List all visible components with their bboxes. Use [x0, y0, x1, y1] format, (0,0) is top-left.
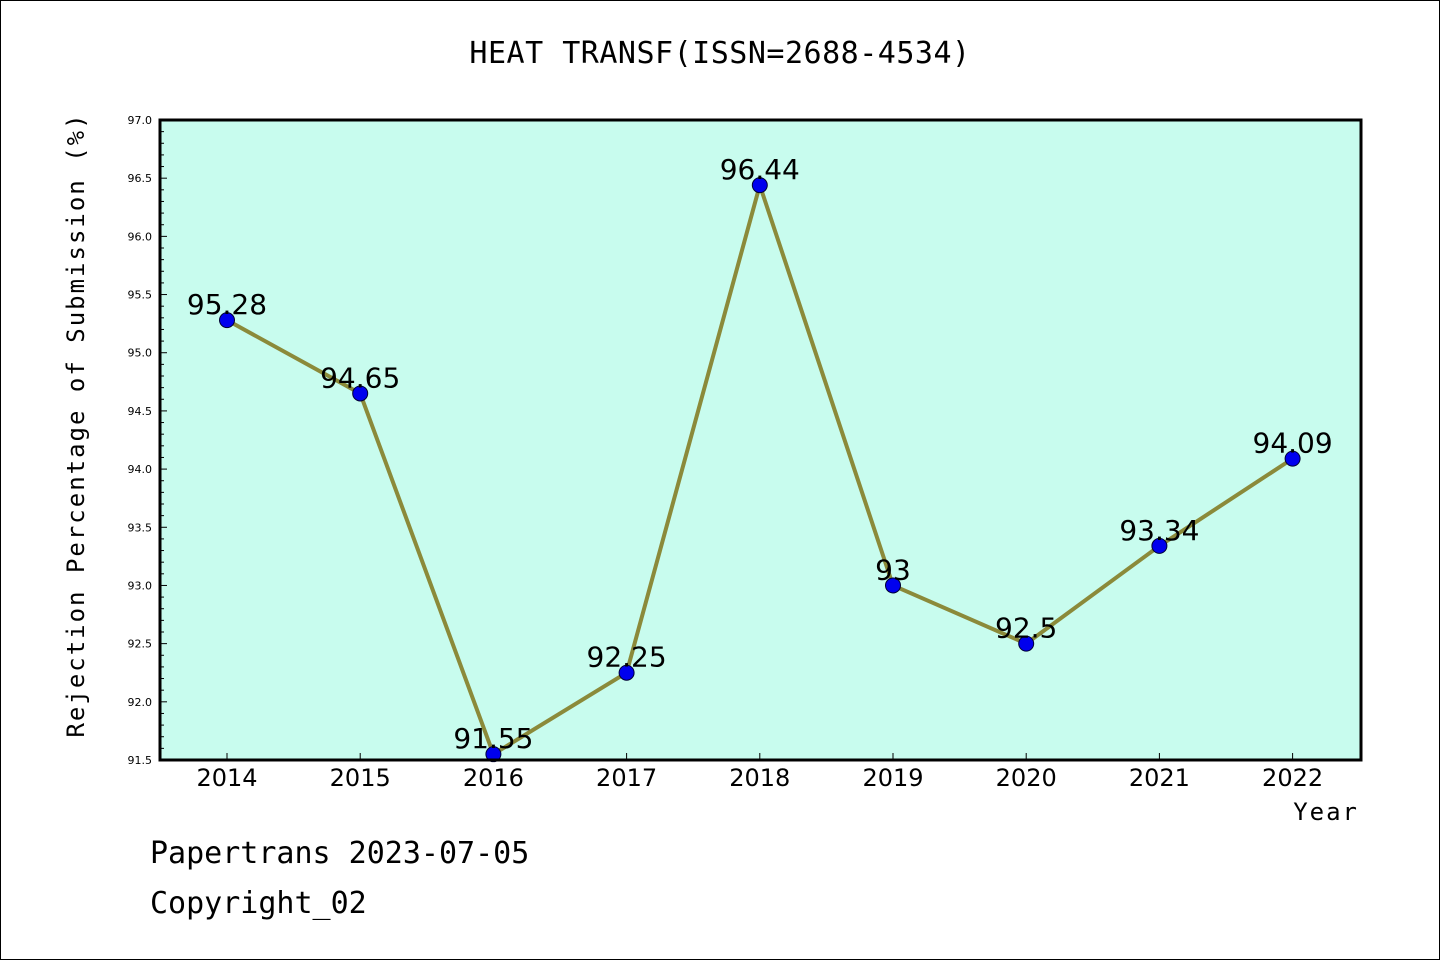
- data-point: [751, 177, 768, 194]
- x-axis-label: Year: [1293, 798, 1359, 826]
- data-point: [485, 746, 502, 763]
- x-tick-label: 2016: [463, 764, 524, 792]
- x-tick-label: 2020: [996, 764, 1057, 792]
- data-point: [885, 577, 901, 594]
- y-tick-label: 96.5: [128, 172, 153, 185]
- y-tick-label: 92.5: [128, 638, 153, 651]
- data-label: 94.65: [320, 361, 400, 394]
- y-tick-label: 92.0: [128, 696, 153, 709]
- x-axis-ticks: 2014 2015 2016 2017 2018 2019 2020 2021 2022: [196, 753, 1323, 792]
- x-tick-label: 2014: [196, 764, 257, 792]
- y-tick-label: 97.0: [128, 114, 153, 127]
- y-tick-label: 95.5: [128, 289, 153, 302]
- x-tick-label: 2021: [1129, 764, 1190, 792]
- data-label: 91.55: [453, 722, 533, 755]
- x-tick-label: 2015: [330, 764, 391, 792]
- data-point: [352, 385, 369, 402]
- y-axis-label: Rejection Percentage of Submission (%): [62, 112, 90, 737]
- y-tick-label: 93.0: [128, 579, 153, 592]
- data-label: 92.25: [587, 641, 667, 674]
- data-label: 94.09: [1253, 427, 1333, 460]
- series-group: 95.28 94.65 91.55 92.25 96.44 93 92.5 93.34 94.0…: [187, 153, 1333, 763]
- x-tick-label: 2018: [729, 764, 790, 792]
- plot-area: [160, 120, 1361, 760]
- x-tick-label: 2019: [862, 764, 923, 792]
- data-label: 93: [875, 553, 911, 586]
- y-tick-label: 95.0: [128, 347, 153, 360]
- data-label: 95.28: [187, 288, 267, 321]
- footer-date: Papertrans 2023-07-05: [150, 836, 530, 871]
- data-label: 92.5: [995, 612, 1057, 645]
- footer-copyright: Copyright_02: [150, 886, 367, 921]
- y-tick-label: 94.5: [128, 405, 153, 418]
- y-tick-label: 96.0: [128, 230, 153, 243]
- data-point: [618, 664, 635, 681]
- x-tick-label: 2022: [1262, 764, 1323, 792]
- y-axis-ticks: 91.5 92.0 92.5 93.0 93.5 94.0 94.5 95.0 95.5 96.0…: [128, 114, 167, 767]
- x-tick-label: 2017: [596, 764, 657, 792]
- y-tick-label: 94.0: [128, 463, 153, 476]
- data-point: [1284, 450, 1301, 467]
- chart-title: HEAT TRANSF(ISSN=2688-4534): [469, 36, 971, 71]
- data-point: [1151, 537, 1168, 554]
- data-point: [219, 312, 235, 329]
- data-label: 96.44: [720, 153, 800, 186]
- y-tick-label: 93.5: [128, 521, 153, 534]
- data-label: 93.34: [1119, 514, 1199, 547]
- data-point: [1018, 635, 1035, 652]
- plot-border: [158, 118, 1363, 762]
- y-tick-label: 91.5: [128, 754, 153, 767]
